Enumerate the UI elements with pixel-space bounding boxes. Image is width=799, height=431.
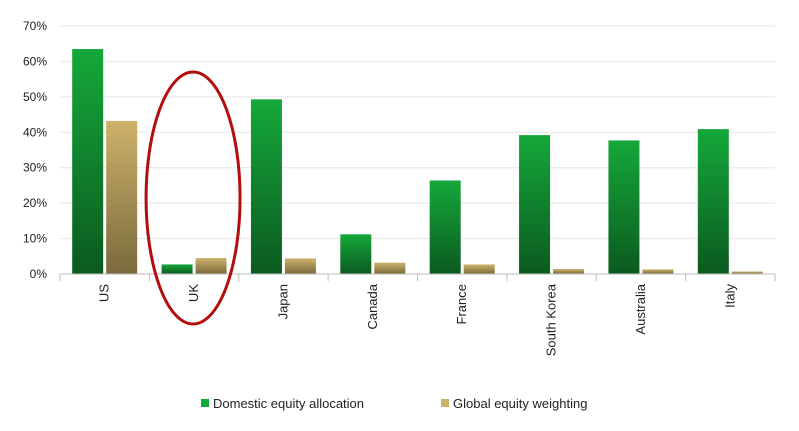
legend-swatch xyxy=(201,399,209,407)
bar-global-equity-us xyxy=(106,120,138,274)
y-tick-label: 70% xyxy=(23,19,47,33)
bar-global-equity-south-korea xyxy=(553,269,585,274)
y-tick-label: 10% xyxy=(23,232,47,246)
x-axis-category-labels: US UK Japan Canada France South Korea Australi… xyxy=(97,283,738,356)
y-tick-label: 50% xyxy=(23,90,47,104)
highlight-ellipse xyxy=(144,70,242,326)
x-category-label: Japan xyxy=(275,284,290,319)
bar-global-equity-australia xyxy=(642,269,674,274)
legend-swatch xyxy=(441,399,449,407)
legend: Domestic equity allocation Global equity … xyxy=(201,396,587,411)
bar-domestic-equity-us xyxy=(72,49,104,275)
bar-domestic-equity-canada xyxy=(340,234,372,274)
x-category-label: South Korea xyxy=(544,283,559,356)
x-category-label: UK xyxy=(186,284,201,302)
bar-global-equity-italy xyxy=(731,271,763,274)
x-category-label: Italy xyxy=(722,284,737,308)
bar-global-equity-japan xyxy=(284,258,316,274)
x-axis xyxy=(59,273,776,281)
bar-domestic-equity-uk xyxy=(161,264,193,274)
x-category-label: US xyxy=(97,284,112,302)
x-category-label: Canada xyxy=(365,283,380,329)
legend-label: Domestic equity allocation xyxy=(213,396,364,411)
bar-domestic-equity-australia xyxy=(608,140,640,274)
bar-domestic-equity-japan xyxy=(250,99,282,274)
y-tick-label: 60% xyxy=(23,54,47,68)
y-tick-label: 30% xyxy=(23,161,47,175)
bar-global-equity-france xyxy=(463,264,495,274)
bar-global-equity-canada xyxy=(374,262,406,274)
legend-label: Global equity weighting xyxy=(453,396,587,411)
highlight-annotation xyxy=(144,70,242,326)
y-tick-label: 0% xyxy=(30,267,48,281)
y-tick-label: 20% xyxy=(23,196,47,210)
bar-domestic-equity-south-korea xyxy=(519,135,551,274)
bars xyxy=(72,49,763,275)
x-category-label: Australia xyxy=(633,283,648,334)
bar-domestic-equity-italy xyxy=(697,129,729,274)
gridlines xyxy=(60,25,775,240)
x-category-label: France xyxy=(454,284,469,324)
y-axis-tick-labels: 0% 10% 20% 30% 40% 50% 60% 70% xyxy=(23,19,47,281)
y-tick-label: 40% xyxy=(23,125,47,139)
bar-global-equity-uk xyxy=(195,258,227,274)
bar-domestic-equity-france xyxy=(429,180,461,274)
